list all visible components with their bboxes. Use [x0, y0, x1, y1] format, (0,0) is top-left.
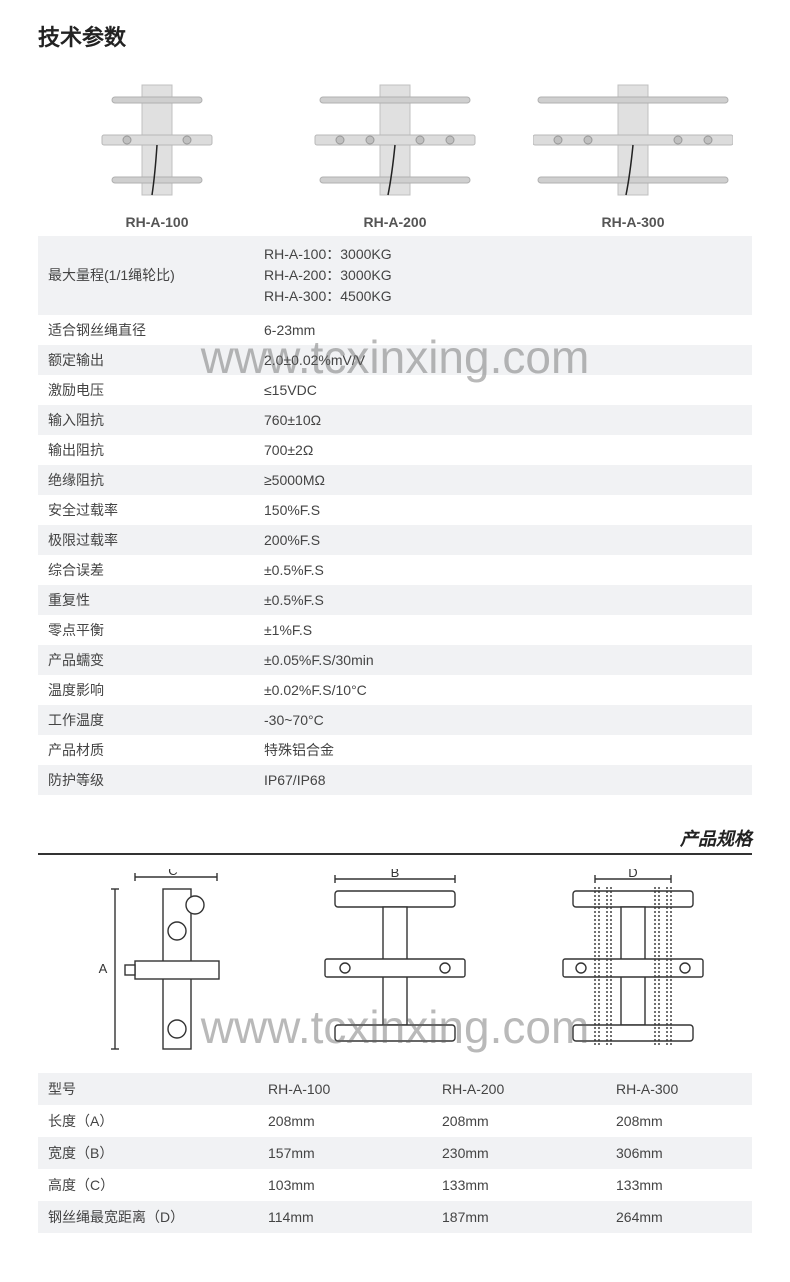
spec-label: 极限过载率: [38, 525, 254, 555]
spec-label: 综合误差: [38, 555, 254, 585]
spec-value: ±0.5%F.S: [254, 585, 752, 615]
spec-row: 产品材质特殊铝合金: [38, 735, 752, 765]
spec-value: 700±2Ω: [254, 435, 752, 465]
diagram-b: B: [276, 869, 514, 1059]
spec-row: 最大量程(1/1绳轮比)RH-A-100：3000KGRH-A-200：3000…: [38, 236, 752, 315]
spec-value: 150%F.S: [254, 495, 752, 525]
spec-label: 安全过载率: [38, 495, 254, 525]
section2-title: 产品规格: [38, 825, 752, 855]
svg-text:A: A: [99, 961, 108, 976]
product-label-3: RH-A-300: [601, 214, 664, 230]
spec-value: RH-A-100：3000KGRH-A-200：3000KGRH-A-300：4…: [254, 236, 752, 315]
spec-value: ±0.05%F.S/30min: [254, 645, 752, 675]
spec-row: 激励电压≤15VDC: [38, 375, 752, 405]
spec-label: 产品材质: [38, 735, 254, 765]
spec-value: ≤15VDC: [254, 375, 752, 405]
dim-cell: 高度（C）: [38, 1169, 258, 1201]
dim-cell: 157mm: [258, 1137, 432, 1169]
product-label-1: RH-A-100: [125, 214, 188, 230]
product-image-2: [310, 70, 480, 210]
spec-row: 温度影响±0.02%F.S/10°C: [38, 675, 752, 705]
spec-value: IP67/IP68: [254, 765, 752, 795]
dim-cell: 208mm: [432, 1105, 606, 1137]
dim-row: 高度（C）103mm133mm133mm: [38, 1169, 752, 1201]
dim-cell: 264mm: [606, 1201, 752, 1233]
spec-value: 6-23mm: [254, 315, 752, 345]
spec-row: 极限过载率200%F.S: [38, 525, 752, 555]
spec-row: 输出阻抗700±2Ω: [38, 435, 752, 465]
spec-row: 输入阻抗760±10Ω: [38, 405, 752, 435]
dim-header-cell: 型号: [38, 1073, 258, 1105]
spec-table: 最大量程(1/1绳轮比)RH-A-100：3000KGRH-A-200：3000…: [38, 236, 752, 795]
dim-cell: 114mm: [258, 1201, 432, 1233]
spec-value: -30~70°C: [254, 705, 752, 735]
spec-label: 适合钢丝绳直径: [38, 315, 254, 345]
spec-label: 最大量程(1/1绳轮比): [38, 236, 254, 315]
dim-cell: 208mm: [258, 1105, 432, 1137]
dim-header-cell: RH-A-200: [432, 1073, 606, 1105]
dim-row: 宽度（B）157mm230mm306mm: [38, 1137, 752, 1169]
dim-row: 钢丝绳最宽距离（D）114mm187mm264mm: [38, 1201, 752, 1233]
spec-row: 工作温度-30~70°C: [38, 705, 752, 735]
dim-header-cell: RH-A-300: [606, 1073, 752, 1105]
dim-cell: 306mm: [606, 1137, 752, 1169]
spec-row: 重复性±0.5%F.S: [38, 585, 752, 615]
spec-value: 2.0±0.02%mV/V: [254, 345, 752, 375]
dim-header-cell: RH-A-100: [258, 1073, 432, 1105]
spec-label: 温度影响: [38, 675, 254, 705]
dimension-table: 型号RH-A-100RH-A-200RH-A-300长度（A）208mm208m…: [38, 1073, 752, 1233]
spec-label: 激励电压: [38, 375, 254, 405]
dim-cell: 187mm: [432, 1201, 606, 1233]
product-image-3: [533, 70, 733, 210]
dim-cell: 133mm: [606, 1169, 752, 1201]
spec-label: 产品蠕变: [38, 645, 254, 675]
dim-row: 长度（A）208mm208mm208mm: [38, 1105, 752, 1137]
spec-label: 防护等级: [38, 765, 254, 795]
spec-row: 绝缘阻抗≥5000MΩ: [38, 465, 752, 495]
dim-cell: 103mm: [258, 1169, 432, 1201]
spec-label: 额定输出: [38, 345, 254, 375]
dim-header-row: 型号RH-A-100RH-A-200RH-A-300: [38, 1073, 752, 1105]
spec-label: 绝缘阻抗: [38, 465, 254, 495]
spec-label: 重复性: [38, 585, 254, 615]
spec-value: 特殊铝合金: [254, 735, 752, 765]
product-image-row: RH-A-100 RH-A-200: [38, 70, 752, 230]
spec-row: 零点平衡±1%F.S: [38, 615, 752, 645]
diagram-d: D: [514, 869, 752, 1059]
spec-row: 额定输出2.0±0.02%mV/V: [38, 345, 752, 375]
svg-text:D: D: [628, 869, 637, 880]
spec-value: 760±10Ω: [254, 405, 752, 435]
dim-cell: 133mm: [432, 1169, 606, 1201]
spec-value: ±0.02%F.S/10°C: [254, 675, 752, 705]
svg-text:C: C: [168, 869, 177, 878]
product-label-2: RH-A-200: [363, 214, 426, 230]
dim-cell: 长度（A）: [38, 1105, 258, 1137]
spec-label: 输出阻抗: [38, 435, 254, 465]
spec-row: 防护等级IP67/IP68: [38, 765, 752, 795]
spec-row: 综合误差±0.5%F.S: [38, 555, 752, 585]
section-title: 技术参数: [38, 20, 752, 52]
spec-row: 安全过载率150%F.S: [38, 495, 752, 525]
spec-row: 适合钢丝绳直径6-23mm: [38, 315, 752, 345]
svg-text:B: B: [391, 869, 400, 880]
spec-label: 输入阻抗: [38, 405, 254, 435]
spec-label: 零点平衡: [38, 615, 254, 645]
spec-value: ±1%F.S: [254, 615, 752, 645]
spec-row: 产品蠕变±0.05%F.S/30min: [38, 645, 752, 675]
product-image-1: [97, 70, 217, 210]
diagram-c: C A: [38, 869, 276, 1059]
dim-cell: 208mm: [606, 1105, 752, 1137]
dim-cell: 宽度（B）: [38, 1137, 258, 1169]
spec-value: 200%F.S: [254, 525, 752, 555]
spec-label: 工作温度: [38, 705, 254, 735]
dim-cell: 钢丝绳最宽距离（D）: [38, 1201, 258, 1233]
spec-value: ≥5000MΩ: [254, 465, 752, 495]
spec-value: ±0.5%F.S: [254, 555, 752, 585]
dim-cell: 230mm: [432, 1137, 606, 1169]
diagram-row: C A B: [38, 869, 752, 1059]
